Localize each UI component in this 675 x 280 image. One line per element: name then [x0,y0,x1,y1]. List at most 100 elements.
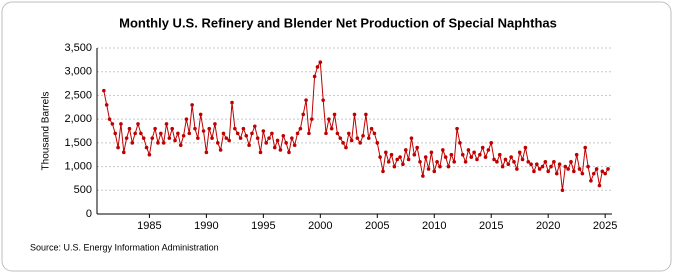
point [153,126,157,131]
point [540,164,545,169]
point [321,98,325,102]
point [272,145,277,150]
point [292,143,297,148]
point [250,131,254,136]
point [298,126,303,131]
point [147,152,152,157]
y-tick-label: 0 [86,208,92,220]
point [512,160,516,164]
point [110,122,115,126]
point [338,136,343,140]
point [127,126,132,131]
point [589,179,593,183]
point [455,126,459,131]
point [415,145,419,150]
point [312,74,317,79]
point [554,171,559,176]
point [423,155,428,159]
point [495,160,499,164]
point [224,136,229,140]
point [523,145,528,150]
point [378,155,382,159]
point [235,131,240,136]
point [369,126,374,131]
point [295,131,300,136]
y-axis-label: Thousand Barrels [41,92,52,171]
point [267,136,271,140]
point [247,143,251,148]
point [144,145,149,150]
point [552,160,556,164]
point [478,152,482,157]
point [264,141,268,145]
frame [1,1,672,272]
point [574,152,579,157]
point [324,131,328,136]
point [352,112,357,117]
point [361,133,365,138]
y-tick-label: 3,500 [64,42,92,54]
point [463,160,468,164]
point [301,112,306,117]
point [178,143,183,148]
point [475,157,479,162]
line [103,60,609,191]
point [241,126,246,131]
point [435,160,439,164]
chart-title: Monthly U.S. Refinery and Blender Net Pr… [119,15,557,30]
point [124,136,129,140]
point [412,152,417,157]
point [386,160,391,164]
point [520,157,525,162]
point [287,150,291,155]
point [318,60,323,65]
point [466,148,471,152]
point [401,162,405,166]
point [161,141,166,145]
x-tick-label: 2010 [422,220,446,232]
point [489,141,494,145]
point [327,117,331,121]
y-tick-label: 2,500 [64,89,92,101]
point [546,169,550,174]
point [107,117,112,121]
point [443,155,448,159]
point [275,138,280,143]
point [446,164,451,169]
point [258,150,263,155]
point [315,65,320,69]
point [156,141,160,145]
point [537,167,542,171]
point [173,138,177,143]
point [366,136,371,140]
point [563,164,568,169]
point [529,162,533,166]
point [121,150,126,155]
point [372,131,377,136]
point [270,131,274,136]
point [526,160,531,164]
point [549,164,553,169]
point [119,122,123,126]
point [460,152,465,157]
point [389,152,394,157]
point [409,136,414,140]
point [580,171,585,176]
point [221,131,226,136]
point [406,157,411,162]
point [213,122,217,126]
point [284,141,288,145]
point [159,131,163,136]
point [458,141,462,145]
x-tick-label: 1985 [137,220,161,232]
point [347,131,351,136]
point [441,148,445,152]
point [503,157,508,162]
y-tick-label: 2,000 [64,113,92,125]
point [603,171,607,176]
point [591,171,596,176]
point [184,117,189,121]
x-tick-label: 2000 [308,220,332,232]
point [218,148,223,152]
